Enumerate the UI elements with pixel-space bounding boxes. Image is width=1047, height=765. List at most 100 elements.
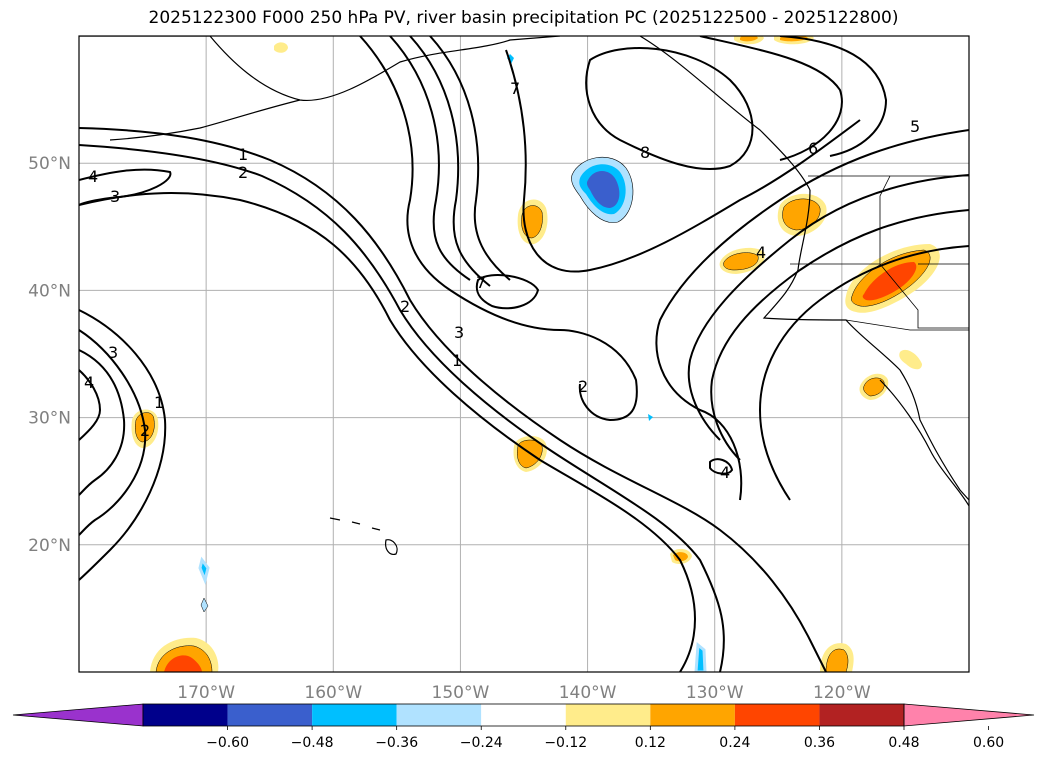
latitude-labels: 50°N 40°N 30°N 20°N (28, 154, 71, 556)
colorbar-tick-label: −0.24 (460, 735, 503, 751)
colorbar-segment (227, 704, 313, 726)
longitude-label: 160°W (304, 683, 362, 703)
colorbar-tick-label: −0.48 (291, 735, 334, 751)
colorbar-extend-high (903, 703, 1035, 727)
precip-positive-11-core (825, 648, 849, 672)
colorbar-frame (142, 703, 905, 727)
mexico-border (845, 319, 969, 331)
pv-contour-2-center (559, 329, 638, 422)
pv-contour-2-east (758, 245, 969, 501)
longitude-label: 150°W (432, 683, 490, 703)
colorbar-tick-label: 0.36 (804, 735, 835, 751)
contour-label: 2 (400, 297, 410, 316)
pv-contour-8-loop (585, 47, 754, 171)
longitude-labels: 170°W 160°W 150°W 140°W 130°W 120°W (177, 683, 871, 703)
latitude-label: 40°N (28, 281, 71, 301)
precip-positive-3-core (723, 252, 759, 271)
colorbar-tick-label: −0.36 (375, 735, 418, 751)
pv-contours (79, 36, 969, 672)
baja-coast (879, 379, 969, 507)
contour-label: 5 (910, 117, 920, 136)
contour-label: 1 (154, 393, 164, 412)
pv-contour-4-north (359, 36, 561, 331)
colorbar-segment (565, 704, 651, 726)
pv-contour-6-north (409, 36, 491, 287)
pv-contour-4-east (687, 174, 969, 441)
contour-label: 4 (88, 167, 98, 186)
hawaii (329, 517, 398, 555)
pv-contour-2 (79, 144, 725, 672)
alaska-peninsula (109, 99, 301, 141)
contour-label: 2 (140, 421, 150, 440)
pv-contour-8-center (505, 49, 861, 273)
latitude-label: 20°N (28, 536, 71, 556)
colorbar-segment (312, 704, 397, 726)
colorbar-tick-label: 0.12 (635, 735, 666, 751)
colorbar-extend-low (12, 703, 144, 727)
contour-label: 3 (454, 323, 464, 342)
contour-label: 4 (720, 463, 730, 482)
colorbar-segment (734, 704, 820, 726)
colorbar-segment (819, 704, 904, 726)
pv-contour-5-north (389, 36, 471, 281)
precip-positive-12-core (740, 36, 758, 42)
colorbar-tick-label: −0.12 (544, 735, 587, 751)
precip-negative-small-5 (648, 414, 653, 421)
pv-contour-6-ne (699, 36, 843, 161)
west-coast (762, 189, 969, 501)
alaska-coast (79, 36, 561, 102)
contour-label: 4 (84, 373, 94, 392)
pv-contour-4-west (79, 369, 102, 441)
contour-label: 1 (238, 145, 248, 164)
longitude-label: 140°W (559, 683, 617, 703)
pv-contour-3-east (710, 209, 969, 461)
colorbar-segment (650, 704, 735, 726)
longitude-label: 120°W (813, 683, 871, 703)
precip-positive-6 (899, 349, 922, 370)
precip-negative-small-1 (198, 556, 210, 585)
colorbar-tick-label: 0.60 (973, 735, 1004, 751)
contour-label: 3 (108, 343, 118, 362)
contour-label: 6 (808, 139, 818, 158)
us-state-border (790, 175, 969, 329)
pv-contour-1-west (79, 309, 167, 581)
pv-contour-5-ne (779, 36, 888, 157)
alaska-panhandle (639, 36, 811, 191)
colorbar-tick-label: −0.60 (206, 735, 249, 751)
pv-contour-1 (79, 127, 827, 672)
coastlines (79, 36, 969, 555)
colorbar-segment (143, 704, 228, 726)
precip-positive-10-core (164, 655, 202, 672)
contour-label: 1 (452, 351, 462, 370)
contour-label: 2 (578, 377, 588, 396)
precip-positive-14 (274, 42, 288, 53)
pv-contour-4-small (709, 458, 734, 475)
colorbar-segment (396, 704, 482, 726)
colorbar-tick-label: 0.24 (719, 735, 750, 751)
map-title: 2025122300 F000 250 hPa PV, river basin … (148, 8, 899, 28)
colorbar-tick-label: 0.48 (888, 735, 919, 751)
pv-contour-2-west (79, 329, 147, 536)
colorbar-segment (481, 704, 566, 726)
longitude-label: 170°W (177, 683, 235, 703)
contour-labels: 1 2 3 4 2 3 1 3 4 1 2 7 7 8 6 5 4 2 4 (84, 79, 920, 482)
pv-contour-3-west-2 (79, 349, 126, 496)
contour-label: 7 (510, 79, 520, 98)
precip-negative-strong (586, 171, 620, 208)
precip-negative-small-2 (200, 597, 209, 613)
contour-label: 8 (640, 143, 650, 162)
pv-contour-7-center (475, 274, 540, 310)
colorbar: −0.60 −0.48 −0.36 −0.24 −0.12 0.12 0.24 0.36 0.4… (12, 703, 1035, 751)
precip-negative-small-3 (694, 641, 707, 672)
contour-label: 3 (110, 187, 120, 206)
contour-label: 2 (238, 163, 248, 182)
pv-contour-7-north (429, 36, 511, 281)
plot-border (78, 35, 970, 673)
pv-contour-3 (79, 192, 696, 672)
precip-positive-5-core (863, 377, 885, 397)
precip-positive-4-core (862, 262, 917, 301)
contour-label: 7 (476, 273, 486, 292)
contour-label: 4 (756, 243, 766, 262)
pv-contour-3-west (79, 168, 172, 206)
